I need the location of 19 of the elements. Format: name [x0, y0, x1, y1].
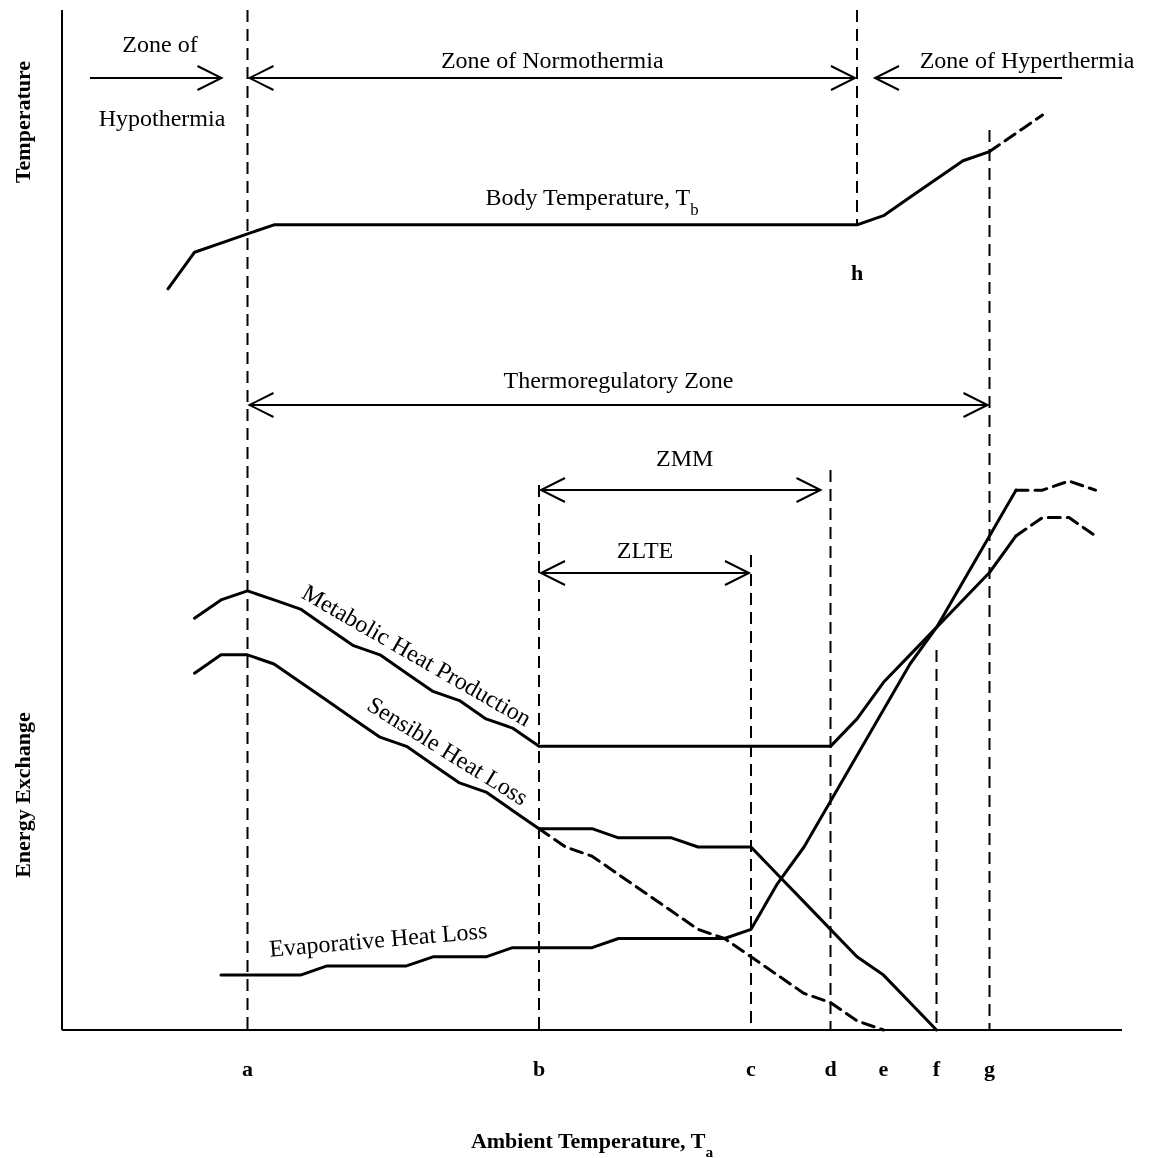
annotation: Thermoregulatory Zone: [503, 367, 734, 393]
text: Temperature: [10, 60, 35, 184]
annotation: ZMM: [656, 445, 714, 471]
x-tick-label: e: [878, 1056, 889, 1081]
x-tick-label: f: [932, 1056, 941, 1081]
annotation: h: [850, 260, 864, 285]
x-tick-label: c: [746, 1056, 757, 1081]
annotation: ZLTE: [616, 537, 674, 563]
x-axis-title: Ambient Temperature, T$_{a}$: [470, 1128, 714, 1158]
text: Zone of Hypothermia: [98, 31, 226, 131]
text: Zone of Normothermia: [440, 47, 664, 73]
y-axis-title: Energy Exchange: [10, 711, 35, 878]
text: Zone of Hyperthermia: [919, 47, 1135, 73]
x-tick-label: d: [824, 1056, 837, 1081]
x-tick-label: b: [532, 1056, 546, 1081]
series-label: Body Temperature, T$_{b}$: [485, 183, 699, 219]
series-label: Evaporative Heat Loss: [268, 917, 489, 962]
x-tick-label: a: [242, 1056, 253, 1081]
x-tick-label: g: [984, 1056, 995, 1081]
